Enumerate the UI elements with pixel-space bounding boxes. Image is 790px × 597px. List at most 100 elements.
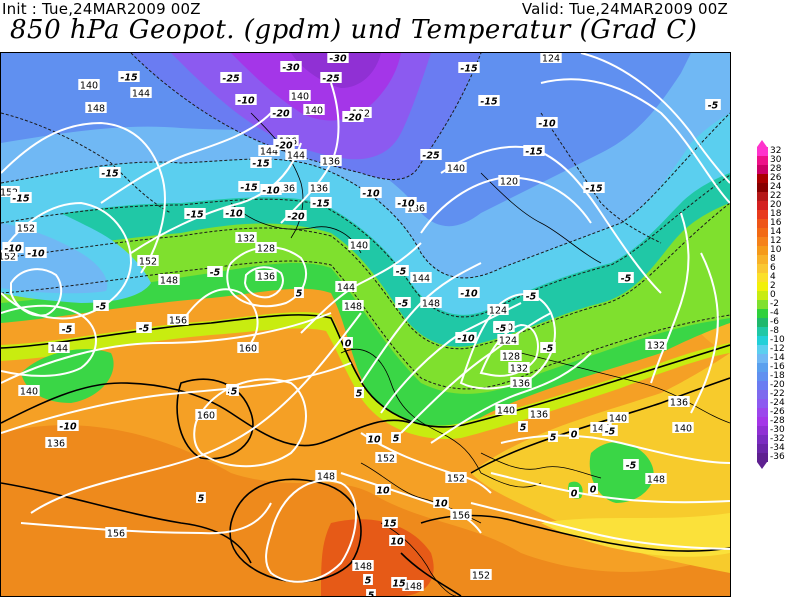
geopotential-label: 140 [80, 81, 98, 92]
geopotential-label-bg [672, 422, 694, 433]
temperature-label: 0 [345, 339, 352, 350]
legend-label: 14 [770, 227, 782, 237]
temperature-label-bg [433, 497, 449, 508]
legend-entry: 16 [757, 218, 787, 228]
temperature-label-bg [389, 535, 405, 546]
geopotential-label: 124 [542, 54, 560, 65]
temperature-label: -5 [62, 325, 73, 336]
legend-entry: -36 [757, 452, 787, 462]
legend-label: -4 [770, 308, 779, 318]
temperature-label-bg [320, 72, 342, 83]
geopotential-label: 144 [260, 147, 278, 158]
geopotential-label: 144 [592, 424, 610, 435]
legend-swatch [757, 399, 768, 408]
geopotential-label-bg [668, 396, 690, 407]
legend-label: 26 [770, 173, 782, 183]
legend-swatch [757, 201, 768, 210]
init-time-label: Init : Tue,24MAR2009 00Z [2, 0, 201, 18]
geopotential-label: 148 [160, 276, 178, 287]
legend-entry: -8 [757, 326, 787, 336]
geopotential-label-bg [289, 90, 311, 101]
legend-entry: 4 [757, 272, 787, 282]
legend-entry: -16 [757, 362, 787, 372]
geopotential-label: 152 [1, 188, 18, 199]
geopotential-label-bg [402, 580, 424, 591]
weather-map: 1401481441521481441401361521521521561601… [0, 52, 731, 597]
temperature-label: -10 [4, 244, 22, 255]
temperature-label: 5 [296, 289, 303, 300]
geopotential-label-bg [195, 409, 217, 420]
legend-swatch [757, 165, 768, 174]
geopotential-label: 140 [305, 106, 323, 117]
geopotential-label: 148 [422, 299, 440, 310]
temperature-label: -10 [27, 249, 45, 260]
legend-entry: 6 [757, 263, 787, 273]
geopotential-label-bg [45, 437, 67, 448]
legend-label: 2 [770, 281, 776, 291]
legend-label: -32 [770, 434, 785, 444]
geopotential-label: 152 [377, 454, 395, 465]
temperature-label: 0 [590, 485, 597, 496]
geopotential-label: 152 [17, 224, 35, 235]
legend-label: 12 [770, 236, 782, 246]
temperature-label-bg [184, 208, 206, 219]
geopotential-label: 160 [239, 344, 257, 355]
temperature-label-bg [602, 425, 618, 436]
legend-label: 16 [770, 218, 782, 228]
geopotential-label-bg [258, 145, 280, 156]
legend-label: 32 [770, 146, 782, 156]
geopotential-label-bg [303, 104, 325, 115]
temperature-label: 5 [198, 494, 205, 505]
legend-entry: 20 [757, 200, 787, 210]
geopotential-label: 136 [47, 439, 65, 450]
legend-top-arrow [757, 140, 767, 147]
geopotential-label-bg [495, 404, 517, 415]
temperature-label-bg [310, 197, 332, 208]
legend-swatch [757, 255, 768, 264]
temperature-label: -10 [460, 289, 478, 300]
temperature-label: -5 [496, 324, 507, 335]
legend-label: -36 [770, 452, 785, 462]
geopotential-label-bg [540, 53, 562, 63]
legend-swatch [757, 291, 768, 300]
temperature-label-bg [458, 62, 480, 73]
legend-label: 30 [770, 155, 782, 165]
geopotential-label: 148 [317, 472, 335, 483]
geopotential-label-bg [607, 412, 629, 423]
temperature-label: -5 [626, 461, 637, 472]
legend-swatch [757, 453, 768, 462]
geopotential-label: 144 [337, 283, 355, 294]
geopotential-label-bg [500, 350, 522, 361]
temperature-label: -15 [312, 199, 330, 210]
geopotential-label-bg [1, 186, 20, 197]
temperature-label: -15 [525, 147, 543, 158]
geopotential-label-bg [410, 272, 432, 283]
legend-label: 20 [770, 200, 782, 210]
geopotential-label-bg [1, 250, 18, 261]
legend-entry: 24 [757, 182, 787, 192]
geopotential-label-bg [528, 408, 550, 419]
legend-bottom-arrow [757, 462, 767, 469]
temperature-label: -10 [538, 119, 556, 130]
temperature-label: 10 [376, 486, 390, 497]
geopotential-label: 152 [472, 571, 490, 582]
legend-entry: -18 [757, 371, 787, 381]
temperature-label: -15 [101, 169, 119, 180]
legend-label: -20 [770, 380, 785, 390]
temperature-label: -10 [362, 189, 380, 200]
legend-label: -6 [770, 317, 779, 327]
temperature-label: 0 [571, 430, 578, 441]
legend-entry: 0 [757, 290, 787, 300]
geopotential-label-bg [167, 314, 189, 325]
geopotential-label: 152 [1, 252, 16, 263]
legend-label: 10 [770, 245, 782, 255]
legend-swatch [757, 210, 768, 219]
temperature-label: 10 [367, 435, 381, 446]
legend-swatch [757, 147, 768, 156]
temperature-label-bg [366, 589, 376, 596]
legend-entry: -26 [757, 407, 787, 417]
legend-entry: 32 [757, 146, 787, 156]
legend-label: -10 [770, 335, 785, 345]
temperature-label-bg [196, 492, 206, 503]
legend-label: -2 [770, 299, 779, 309]
